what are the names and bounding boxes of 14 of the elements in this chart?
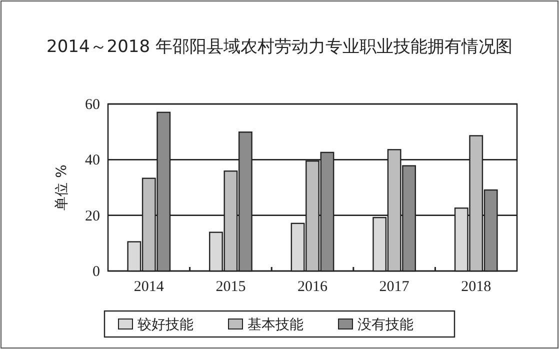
legend-label: 基本技能 — [248, 317, 304, 333]
legend-label: 没有技能 — [358, 317, 414, 333]
y-axis-title: 单位 % — [54, 164, 70, 210]
y-tick-label: 40 — [85, 152, 100, 169]
y-tick-label: 20 — [85, 208, 100, 224]
x-tick-label: 2014 — [134, 279, 164, 295]
y-tick-label: 60 — [85, 97, 100, 113]
x-tick-label: 2015 — [216, 279, 246, 295]
x-tick-label: 2016 — [298, 279, 328, 295]
y-tick-label: 0 — [92, 264, 100, 280]
x-tick-label: 2017 — [379, 279, 410, 295]
legend-label: 较好技能 — [138, 317, 194, 333]
chart-title: 2014～2018 年邵阳县域农村劳动力专业职业技能拥有情况图 — [46, 37, 512, 57]
x-tick-label: 2018 — [461, 279, 492, 295]
